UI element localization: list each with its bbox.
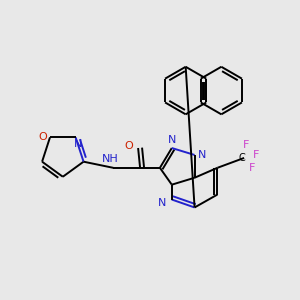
Text: N: N [158, 197, 166, 208]
Text: F: F [253, 150, 259, 160]
Text: O: O [125, 141, 134, 151]
Text: C: C [239, 153, 245, 163]
Text: N: N [198, 150, 207, 160]
Text: F: F [243, 140, 249, 150]
Text: N: N [74, 139, 82, 149]
Text: F: F [249, 163, 255, 173]
Text: N: N [168, 135, 176, 145]
Text: NH: NH [102, 154, 119, 164]
Text: O: O [39, 132, 47, 142]
